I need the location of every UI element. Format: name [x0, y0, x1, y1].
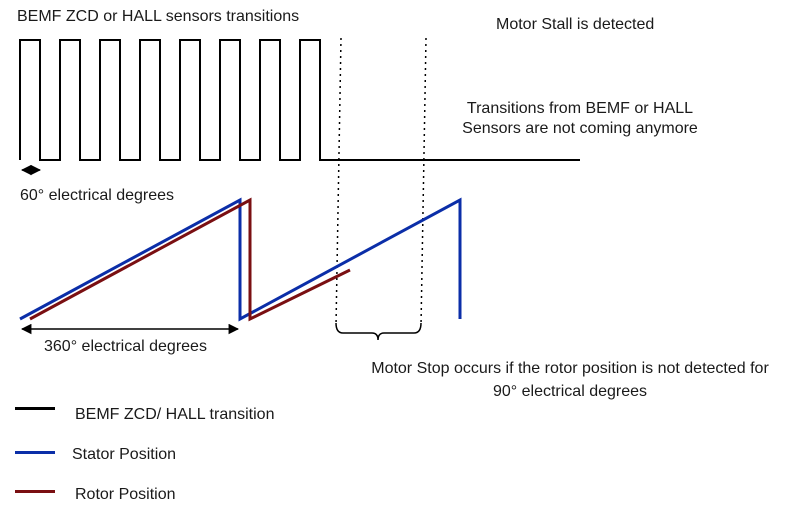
legend-bemf-line — [15, 407, 55, 410]
three-sixty-degree-label: 360° electrical degrees — [44, 338, 207, 355]
rotor-position-line — [29, 197, 351, 322]
legend-rotor-line — [15, 490, 55, 493]
stall-window-brace — [335, 322, 422, 341]
bemf-square-wave — [19, 39, 580, 161]
transitions-note: Transitions from BEMF or HALL Sensors ar… — [430, 99, 730, 139]
legend-bemf-label: BEMF ZCD/ HALL transition — [75, 406, 275, 423]
transitions-note-line2: Sensors are not coming anymore — [462, 120, 698, 137]
transitions-note-line1: Transitions from BEMF or HALL — [466, 100, 694, 117]
motor-stop-note: Motor Stop occurs if the rotor position … — [342, 359, 798, 402]
stall-window-end-line — [420, 37, 427, 327]
stall-window-start-line — [335, 37, 342, 327]
bemf-title: BEMF ZCD or HALL sensors transitions — [17, 8, 300, 25]
motor-stop-line1: Motor Stop occurs if the rotor position … — [371, 360, 769, 377]
sixty-degree-label: 60° electrical degrees — [20, 187, 175, 204]
legend-stator-label: Stator Position — [72, 446, 177, 463]
legend-rotor-label: Rotor Position — [75, 486, 176, 503]
stator-position-line — [19, 197, 462, 322]
stall-detected-label: Motor Stall is detected — [496, 16, 655, 33]
legend-stator-line — [15, 451, 55, 454]
motor-stop-line2: 90° electrical degrees — [492, 383, 648, 400]
